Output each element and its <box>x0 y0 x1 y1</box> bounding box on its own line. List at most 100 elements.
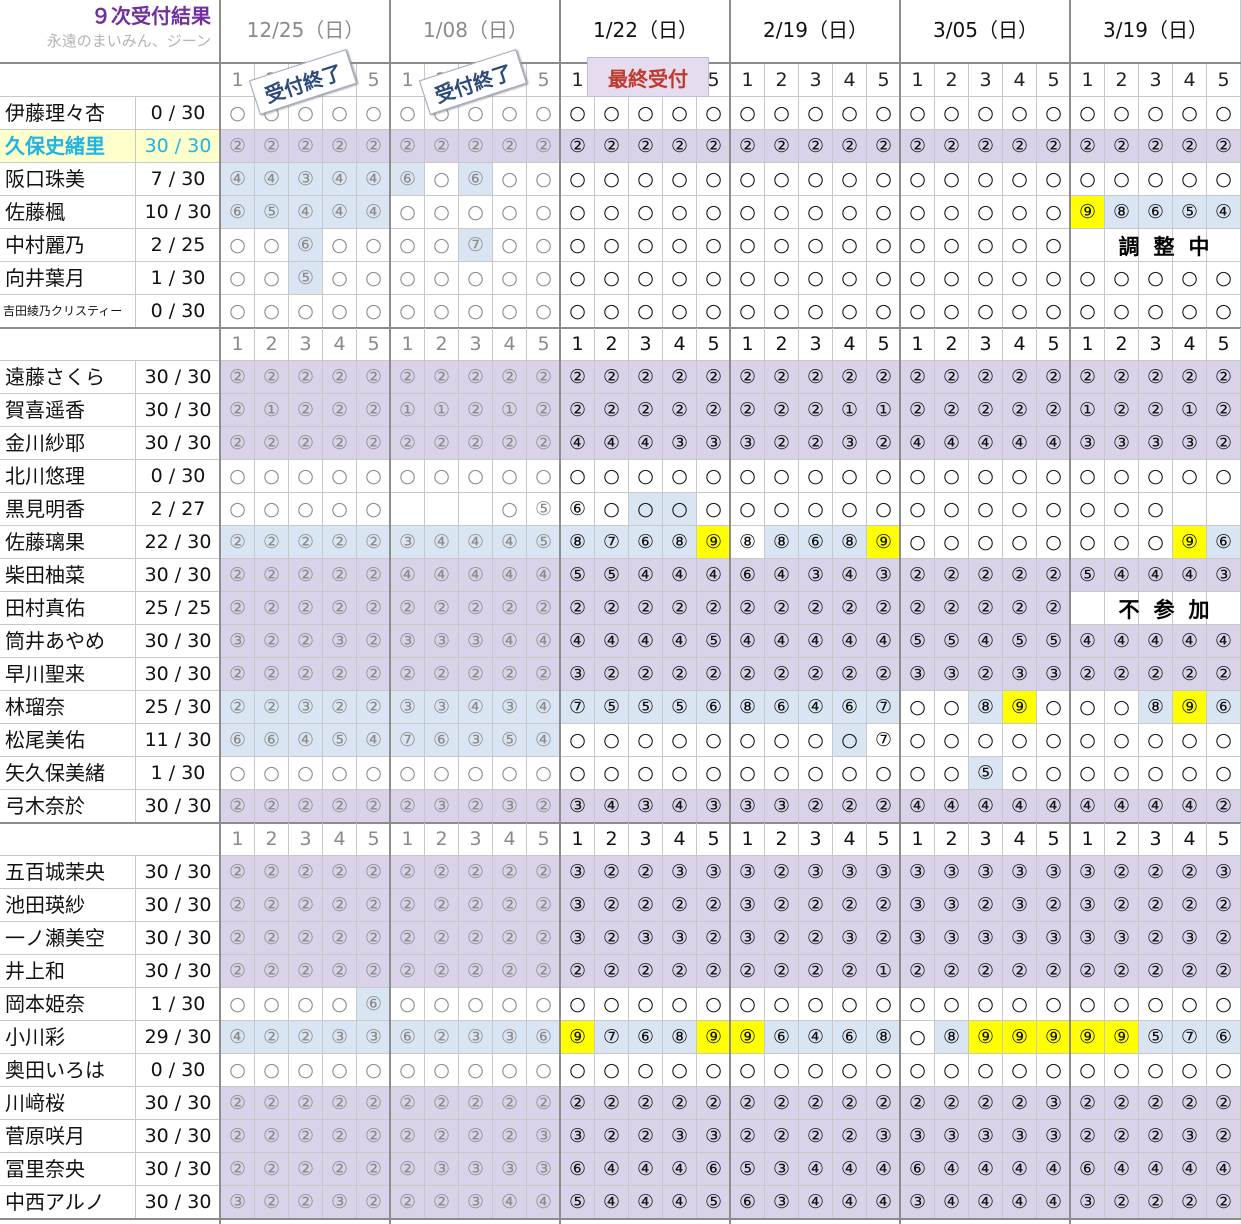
slot-number: 1 <box>561 823 595 856</box>
slot-cell: ② <box>289 955 323 988</box>
slot-cell: ③ <box>663 427 697 460</box>
slot-cell: ○ <box>493 262 527 295</box>
slot-cell: ○ <box>255 262 289 295</box>
slot-cell: ⑨ <box>1071 1021 1105 1054</box>
slot-cell: ② <box>697 889 731 922</box>
slot-number: 4 <box>833 64 867 97</box>
slot-cell: ② <box>391 1087 425 1120</box>
slot-cell: ② <box>425 1087 459 1120</box>
slot-number: 1 <box>1071 64 1105 97</box>
member-name: 賀喜遥香 <box>0 394 136 427</box>
slot-cell: ○ <box>1207 1054 1241 1087</box>
slot-cell: ○ <box>1037 724 1071 757</box>
slot-cell: ④ <box>459 559 493 592</box>
slot-cell: ③ <box>221 625 255 658</box>
slot-cell: ⑤ <box>1139 1021 1173 1054</box>
slot-cell: ③ <box>1003 658 1037 691</box>
slot-cell: ③ <box>1071 1186 1105 1219</box>
slot-cell: ④ <box>595 427 629 460</box>
slot-cell: ○ <box>1105 295 1139 328</box>
slot-cell: ② <box>935 1087 969 1120</box>
slot-number: 1 <box>731 823 765 856</box>
slot-cell: ① <box>833 394 867 427</box>
slot-cell: ○ <box>561 196 595 229</box>
slot-cell: ○ <box>629 196 663 229</box>
slot-cell: ③ <box>1003 922 1037 955</box>
member-count: 1 / 30 <box>136 262 221 295</box>
slot-cell: ○ <box>629 229 663 262</box>
slot-cell: ○ <box>935 295 969 328</box>
slot-cell: ② <box>323 691 357 724</box>
slot-cell: ② <box>323 790 357 823</box>
slot-cell: ③ <box>221 1186 255 1219</box>
slot-cell: ② <box>561 361 595 394</box>
slot-cell: ② <box>493 1120 527 1153</box>
slot-cell: ⑨ <box>1071 196 1105 229</box>
slot-cell: ○ <box>765 262 799 295</box>
slot-number: 4 <box>493 823 527 856</box>
slot-cell: ○ <box>765 196 799 229</box>
slot-number: 1 <box>901 328 935 361</box>
slot-cell: ○ <box>221 295 255 328</box>
slot-cell: ○ <box>1037 1054 1071 1087</box>
slot-cell <box>1071 229 1105 262</box>
slot-cell: ○ <box>731 196 765 229</box>
slot-cell: ○ <box>1037 262 1071 295</box>
member-name: 金川紗耶 <box>0 427 136 460</box>
slot-cell: ○ <box>493 196 527 229</box>
member-name: 井上和 <box>0 955 136 988</box>
slot-cell: ⑥ <box>833 691 867 724</box>
slot-cell: ② <box>1071 130 1105 163</box>
slot-cell: ② <box>221 394 255 427</box>
slot-cell: ○ <box>833 97 867 130</box>
slot-cell: ○ <box>255 493 289 526</box>
slot-cell: ○ <box>969 229 1003 262</box>
slot-cell: ○ <box>935 196 969 229</box>
member-count: 1 / 30 <box>136 988 221 1021</box>
member-count: 30 / 30 <box>136 922 221 955</box>
slot-cell: ○ <box>1207 262 1241 295</box>
slot-cell: ○ <box>867 493 901 526</box>
slot-cell: ③ <box>561 790 595 823</box>
slot-cell: ○ <box>1071 691 1105 724</box>
slot-cell: ○ <box>1003 988 1037 1021</box>
slot-cell: ③ <box>833 922 867 955</box>
slot-number: 1 <box>901 823 935 856</box>
slot-cell: ③ <box>289 691 323 724</box>
slot-cell: ⑥ <box>357 988 391 1021</box>
slot-cell: ③ <box>561 1120 595 1153</box>
slot-cell: ② <box>561 1087 595 1120</box>
slot-cell: ② <box>1105 955 1139 988</box>
slot-cell: ⑤ <box>1071 559 1105 592</box>
slot-cell: ○ <box>969 988 1003 1021</box>
slot-cell: ② <box>1071 658 1105 691</box>
slot-cell: ④ <box>595 1153 629 1186</box>
slot-cell: ○ <box>901 691 935 724</box>
slot-cell: ② <box>459 130 493 163</box>
slot-cell: ② <box>527 427 561 460</box>
slot-cell: ② <box>799 955 833 988</box>
slot-cell: ○ <box>935 757 969 790</box>
slot-cell: ⑤ <box>527 493 561 526</box>
slot-number: 4 <box>663 823 697 856</box>
slot-number: 4 <box>1003 328 1037 361</box>
slot-cell: ② <box>765 1120 799 1153</box>
slot-cell: ② <box>1207 1087 1241 1120</box>
slot-cell: ② <box>765 955 799 988</box>
slot-cell: ② <box>493 427 527 460</box>
slot-cell: ○ <box>357 1054 391 1087</box>
member-name: 田村真佑 <box>0 592 136 625</box>
slot-cell: ④ <box>629 1186 663 1219</box>
slot-cell: ⑧ <box>969 691 1003 724</box>
slot-cell: ○ <box>629 493 663 526</box>
slot-cell: ② <box>221 1120 255 1153</box>
slot-cell: ③ <box>323 1021 357 1054</box>
slot-cell: ○ <box>833 460 867 493</box>
slot-cell: ⑥ <box>799 526 833 559</box>
date-header-6: 3/19（日） <box>1071 0 1241 64</box>
slot-cell: ○ <box>1207 163 1241 196</box>
slot-cell: ② <box>357 691 391 724</box>
slot-cell: ④ <box>799 1153 833 1186</box>
slot-cell: ○ <box>595 493 629 526</box>
slot-cell: ② <box>527 658 561 691</box>
